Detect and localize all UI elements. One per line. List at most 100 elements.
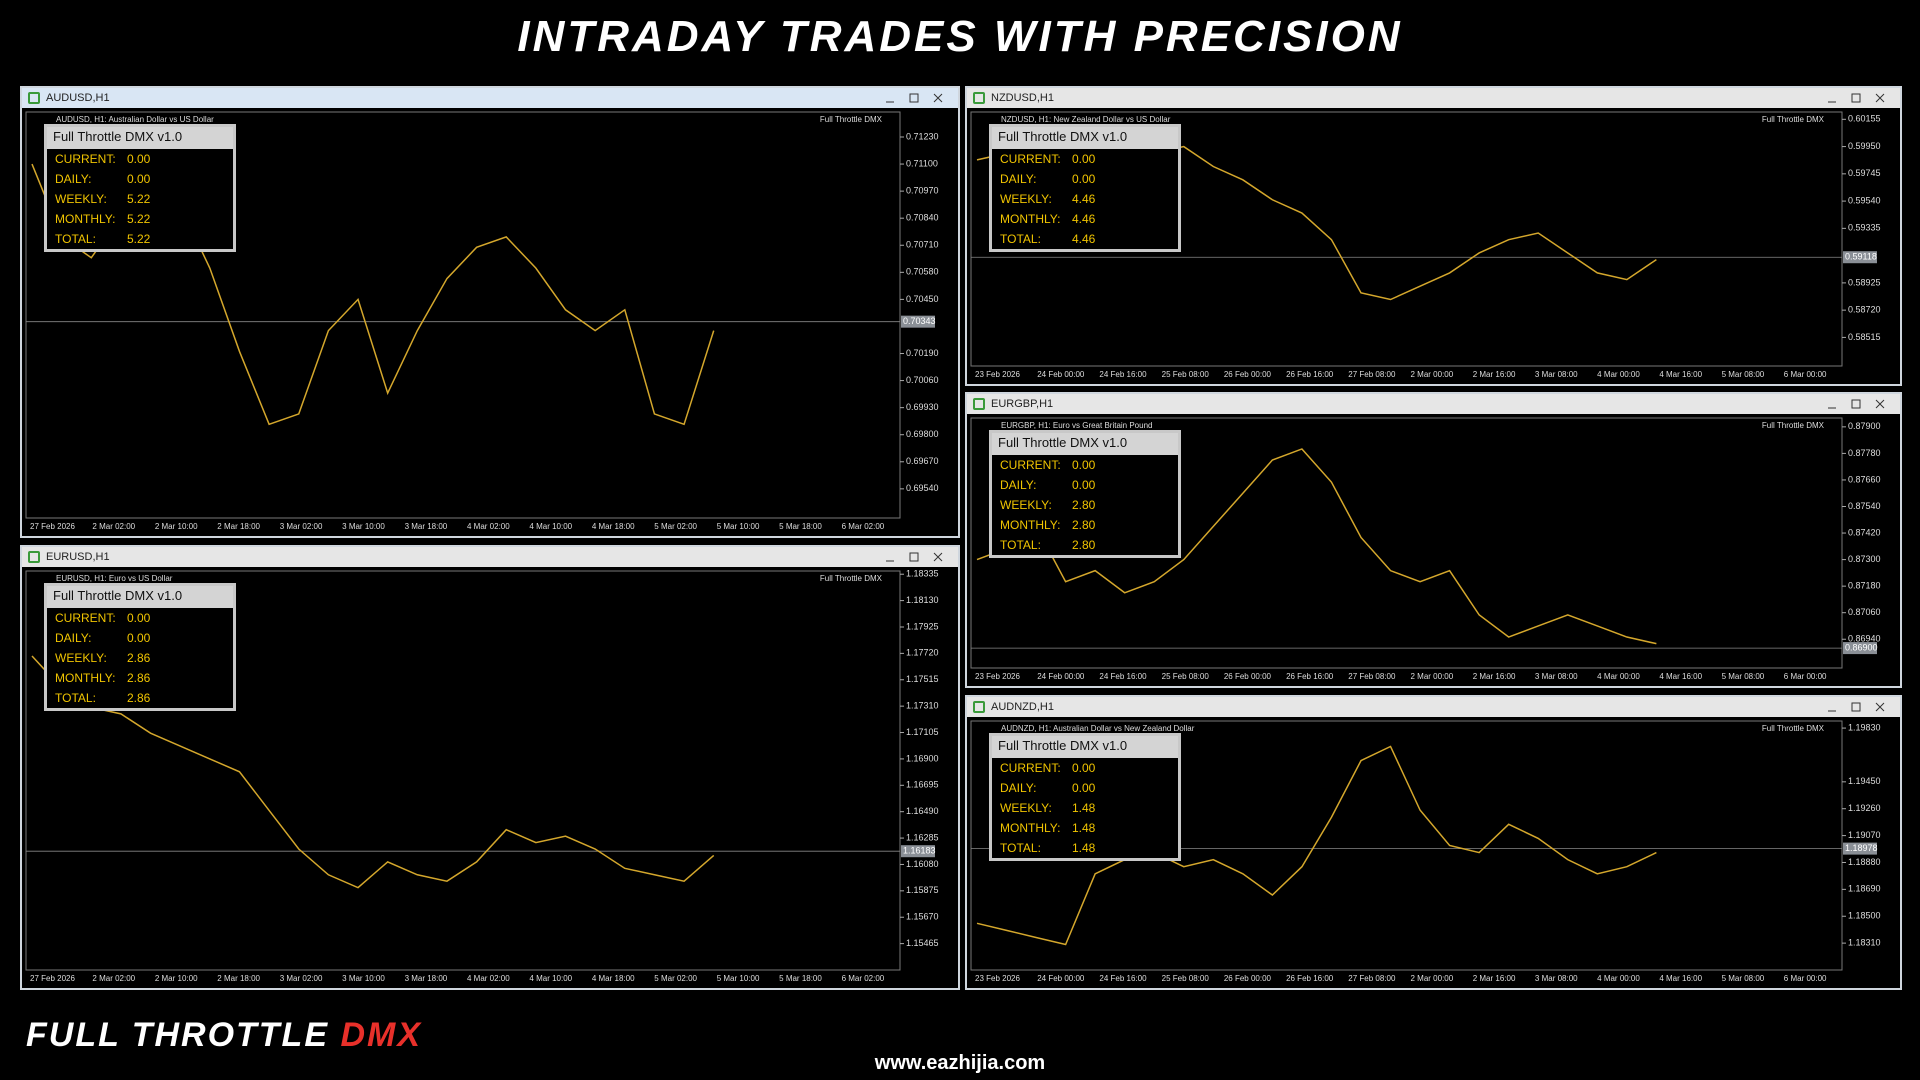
panel-row: TOTAL: 2.86 <box>47 688 233 708</box>
price-label: 0.87060 <box>1848 607 1881 617</box>
time-label: 24 Feb 00:00 <box>1037 370 1085 379</box>
ea-label: Full Throttle DMX <box>1762 115 1825 124</box>
time-label: 5 Mar 18:00 <box>779 974 822 983</box>
row-label: CURRENT: <box>55 611 116 625</box>
time-label: 3 Mar 08:00 <box>1535 370 1578 379</box>
time-label: 3 Mar 08:00 <box>1535 672 1578 681</box>
window-controls <box>886 552 943 562</box>
time-label: 26 Feb 16:00 <box>1286 370 1334 379</box>
row-value: 5.22 <box>127 232 151 246</box>
price-line <box>976 448 1657 645</box>
current-price-label: 0.59118 <box>1845 252 1877 262</box>
time-label: 2 Mar 00:00 <box>1411 672 1454 681</box>
price-label: 0.59540 <box>1848 195 1881 205</box>
price-label: 0.70450 <box>906 294 939 304</box>
time-label: 2 Mar 16:00 <box>1473 974 1516 983</box>
row-value: 5.22 <box>127 212 151 226</box>
row-value: 4.46 <box>1072 212 1096 226</box>
window-title: EURUSD,H1 <box>46 551 110 563</box>
close-icon <box>933 93 943 103</box>
price-label: 0.69670 <box>906 456 939 466</box>
time-label: 27 Feb 2026 <box>30 522 75 531</box>
time-label: 2 Mar 10:00 <box>155 974 198 983</box>
row-label: DAILY: <box>55 172 92 186</box>
panel-row: TOTAL: 2.80 <box>992 535 1178 555</box>
row-label: TOTAL: <box>1000 538 1041 552</box>
window-title: AUDUSD,H1 <box>46 92 110 104</box>
price-chart: EURGBP, H1: Euro vs Great Britain Pound F… <box>970 417 1881 681</box>
time-label: 4 Mar 02:00 <box>467 974 510 983</box>
row-value: 2.86 <box>127 691 151 705</box>
row-value: 1.48 <box>1072 801 1096 815</box>
price-label: 0.70840 <box>906 213 939 223</box>
price-label: 1.15670 <box>906 912 939 922</box>
row-value: 2.86 <box>127 671 151 685</box>
time-label: 4 Mar 18:00 <box>592 974 635 983</box>
price-label: 0.70060 <box>906 375 939 385</box>
row-value: 0.00 <box>127 611 151 625</box>
time-label: 2 Mar 02:00 <box>92 522 135 531</box>
row-label: WEEKLY: <box>1000 801 1052 815</box>
time-label: 5 Mar 08:00 <box>1722 974 1765 983</box>
title-bar: AUDUSD,H1 <box>22 88 958 108</box>
time-label: 2 Mar 18:00 <box>217 974 260 983</box>
row-label: CURRENT: <box>1000 458 1061 472</box>
chart-window: EURGBP,H1 EURGBP, H1: Euro vs Great Brita… <box>965 392 1902 688</box>
ea-label: Full Throttle DMX <box>820 115 883 124</box>
row-label: DAILY: <box>1000 172 1037 186</box>
time-label: 4 Mar 00:00 <box>1597 370 1640 379</box>
time-label: 26 Feb 00:00 <box>1224 974 1272 983</box>
current-price-box <box>1843 642 1877 655</box>
price-label: 0.70970 <box>906 185 939 195</box>
chart-window: AUDUSD,H1 AUDUSD, H1: Australian Dollar v… <box>20 86 960 538</box>
time-label: 25 Feb 08:00 <box>1162 370 1210 379</box>
row-label: WEEKLY: <box>1000 498 1052 512</box>
price-label: 0.70710 <box>906 240 939 250</box>
ea-panel: Full Throttle DMX v1.0 CURRENT: 0.00 DAILY:… <box>989 733 1181 861</box>
time-label: 4 Mar 00:00 <box>1597 672 1640 681</box>
time-label: 4 Mar 16:00 <box>1659 370 1702 379</box>
maximize-icon <box>1851 93 1861 103</box>
time-label: 6 Mar 02:00 <box>842 522 885 531</box>
current-price-box <box>1843 251 1877 264</box>
price-label: 1.18500 <box>1848 911 1881 921</box>
row-value: 1.48 <box>1072 821 1096 835</box>
row-label: TOTAL: <box>55 232 96 246</box>
row-value: 4.46 <box>1072 192 1096 206</box>
row-value: 0.00 <box>1072 152 1096 166</box>
row-label: CURRENT: <box>1000 761 1061 775</box>
price-label: 0.86940 <box>1848 634 1881 644</box>
price-chart: EURUSD, H1: Euro vs US Dollar Full Thrott… <box>25 569 939 983</box>
window-controls <box>1828 93 1885 103</box>
current-price-label: 0.86900 <box>1845 642 1878 652</box>
panel-row: CURRENT: 0.00 <box>992 758 1178 778</box>
chart-window: EURUSD,H1 EURUSD, H1: Euro vs US Dollar Fu… <box>20 545 960 990</box>
window-title: AUDNZD,H1 <box>991 701 1054 713</box>
row-label: CURRENT: <box>55 152 116 166</box>
row-label: TOTAL: <box>1000 841 1041 855</box>
current-price-box <box>1843 842 1877 855</box>
time-label: 24 Feb 16:00 <box>1099 370 1147 379</box>
row-label: DAILY: <box>55 631 92 645</box>
panel-row: WEEKLY: 2.80 <box>992 495 1178 515</box>
panel-row: TOTAL: 5.22 <box>47 229 233 249</box>
website: www.eazhijia.com <box>874 1052 1046 1074</box>
row-value: 0.00 <box>1072 172 1096 186</box>
time-label: 2 Mar 00:00 <box>1411 370 1454 379</box>
row-value: 0.00 <box>1072 761 1096 775</box>
time-label: 5 Mar 18:00 <box>779 522 822 531</box>
time-label: 3 Mar 18:00 <box>405 522 448 531</box>
window-icon <box>973 92 985 104</box>
maximize-icon <box>1851 702 1861 712</box>
close-icon <box>1875 399 1885 409</box>
price-label: 0.69540 <box>906 483 939 493</box>
panel-row: DAILY: 0.00 <box>992 778 1178 798</box>
window-controls <box>1828 702 1885 712</box>
time-label: 4 Mar 02:00 <box>467 522 510 531</box>
close-icon <box>1875 93 1885 103</box>
title-bar: NZDUSD,H1 <box>967 88 1900 108</box>
window-title: EURGBP,H1 <box>991 398 1054 410</box>
row-value: 0.00 <box>127 152 151 166</box>
time-label: 27 Feb 08:00 <box>1348 370 1396 379</box>
row-label: MONTHLY: <box>1000 821 1061 835</box>
